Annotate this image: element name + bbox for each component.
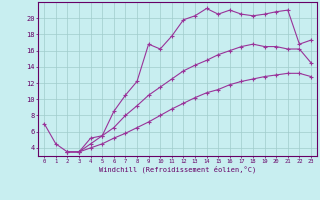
X-axis label: Windchill (Refroidissement éolien,°C): Windchill (Refroidissement éolien,°C) — [99, 166, 256, 173]
